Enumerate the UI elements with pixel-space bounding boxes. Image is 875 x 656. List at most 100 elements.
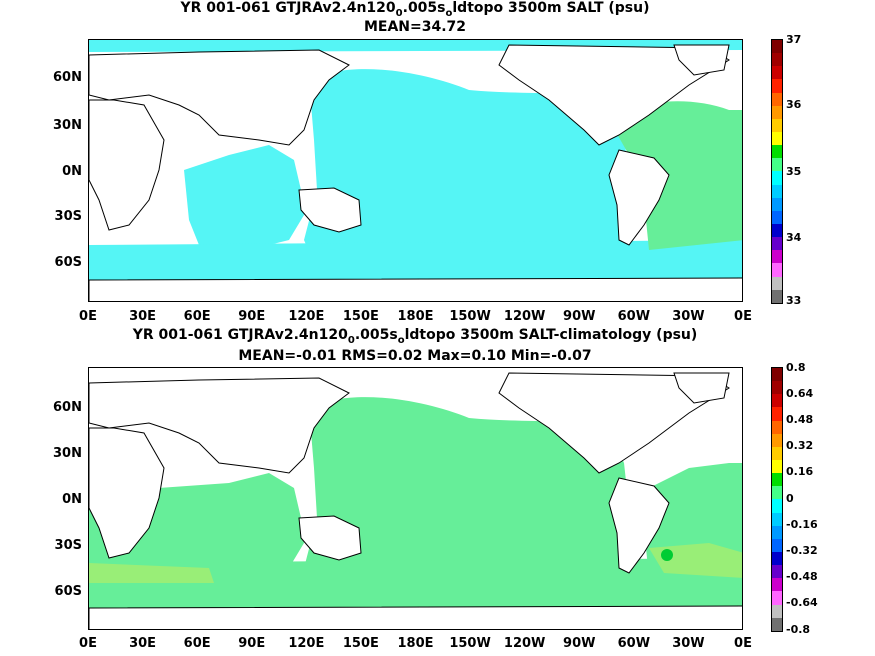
bottom-colorbar-label-7: -0.32 — [786, 544, 818, 557]
top-atlantic-fill — [609, 101, 742, 250]
lon-label: 0E — [79, 636, 97, 651]
bottom-lat-label-2: 0N — [62, 492, 82, 507]
colorbar-swatch — [772, 289, 782, 303]
top-colorbar — [771, 39, 783, 304]
colorbar-swatch — [772, 381, 782, 395]
bottom-colorbar-label-8: -0.48 — [786, 570, 818, 583]
colorbar-swatch — [772, 145, 782, 159]
lon-label: 90W — [563, 309, 596, 324]
lon-label: 60W — [617, 309, 651, 324]
bottom-colorbar-label-2: 0.48 — [786, 413, 814, 426]
lon-label: 30W — [672, 309, 705, 324]
colorbar-swatch — [772, 237, 782, 251]
top-title: YR 001-061 GTJRAv2.4n1200.005soldtopo 35… — [180, 0, 650, 19]
bottom-subtitle: MEAN=-0.01 RMS=0.02 Max=0.10 Min=-0.07 — [238, 348, 592, 364]
colorbar-swatch — [772, 223, 782, 238]
bottom-colorbar-label-5: 0 — [786, 492, 794, 505]
top-lat-label-1: 30N — [53, 118, 82, 133]
lon-label: 90E — [238, 309, 266, 324]
top-indian-fill — [184, 145, 304, 250]
bottom-land-greenland — [673, 372, 730, 404]
top-colorbar-label-0: 37 — [786, 33, 802, 46]
colorbar-swatch — [772, 446, 782, 460]
colorbar-swatch — [772, 40, 782, 54]
colorbar-swatch — [772, 433, 782, 447]
lon-label: 0E — [734, 309, 752, 324]
colorbar-swatch — [772, 486, 782, 500]
colorbar-swatch — [772, 473, 782, 487]
bottom-band-east — [649, 543, 742, 578]
top-map-svg — [89, 40, 742, 301]
bottom-map — [88, 367, 743, 630]
bottom-title: YR 001-061 GTJRAv2.4n1200.005soldtopo 35… — [132, 327, 698, 346]
colorbar-swatch — [772, 394, 782, 408]
top-land — [89, 44, 742, 301]
bottom-pacific-fill — [304, 397, 629, 603]
bottom-colorbar-label-4: 0.16 — [786, 465, 814, 478]
lon-label: 60E — [183, 309, 211, 324]
lon-label: 180E — [397, 636, 434, 651]
top-land-australia — [298, 187, 362, 233]
lon-label: 30E — [129, 309, 157, 324]
lon-label: 120E — [288, 309, 325, 324]
lon-label: 150E — [342, 309, 379, 324]
colorbar-swatch — [772, 105, 782, 119]
bottom-southern-fill — [89, 558, 742, 608]
bottom-lat-label-3: 30S — [54, 538, 82, 553]
bottom-land-samerica — [608, 477, 670, 574]
colorbar-swatch — [772, 131, 782, 146]
bottom-colorbar-label-9: -0.64 — [786, 596, 818, 609]
top-pacific-fill — [304, 69, 629, 275]
colorbar-swatch — [772, 538, 782, 552]
top-map — [88, 39, 743, 302]
colorbar-swatch — [772, 184, 782, 198]
top-colorbar-label-2: 35 — [786, 165, 802, 178]
top-lat-label-4: 60S — [54, 255, 82, 270]
bottom-land-antarctica — [89, 605, 742, 629]
top-southern-fill — [89, 240, 742, 280]
colorbar-swatch — [772, 53, 782, 67]
lon-label: 60W — [617, 636, 651, 651]
bottom-land-africa — [89, 427, 165, 559]
bottom-colorbar-label-1: 0.64 — [786, 387, 814, 400]
lon-label: 90E — [238, 636, 266, 651]
top-colorbar-label-3: 34 — [786, 231, 802, 244]
lon-label: 0E — [79, 309, 97, 324]
bottom-lat-label-4: 60S — [54, 584, 82, 599]
colorbar-swatch — [772, 459, 782, 474]
bottom-colorbar-label-0: 0.8 — [786, 361, 806, 374]
bottom-ocean-field — [89, 397, 742, 608]
colorbar-swatch — [772, 79, 782, 93]
colorbar-swatch — [772, 512, 782, 526]
bottom-lat-label-1: 30N — [53, 446, 82, 461]
colorbar-swatch — [772, 276, 782, 290]
lon-label: 120W — [503, 636, 546, 651]
colorbar-swatch — [772, 118, 782, 132]
bottom-band-field — [89, 543, 742, 583]
bottom-colorbar-label-10: -0.8 — [786, 623, 811, 636]
lon-label: 30E — [129, 636, 157, 651]
top-lat-label-3: 30S — [54, 209, 82, 224]
lon-label: 60E — [183, 636, 211, 651]
bottom-land-eurasia — [89, 377, 350, 474]
top-land-africa — [89, 99, 165, 231]
colorbar-swatch — [772, 92, 782, 106]
top-land-antarctica — [89, 277, 742, 301]
bottom-land-australia — [298, 515, 362, 561]
colorbar-swatch — [772, 158, 782, 172]
colorbar-swatch — [772, 591, 782, 605]
top-subtitle: MEAN=34.72 — [363, 19, 467, 35]
lon-label: 180E — [397, 309, 434, 324]
bottom-map-svg — [89, 372, 742, 629]
colorbar-swatch — [772, 250, 782, 264]
colorbar-swatch — [772, 617, 782, 631]
colorbar-swatch — [772, 565, 782, 579]
lon-label: 150E — [342, 636, 379, 651]
lon-label: 120E — [288, 636, 325, 651]
lon-label: 150W — [449, 309, 491, 324]
top-land-samerica — [608, 149, 670, 246]
lon-label: 0E — [734, 636, 752, 651]
lon-label: 90W — [563, 636, 596, 651]
lon-label: 30W — [672, 636, 705, 651]
top-land-greenland — [673, 44, 730, 76]
